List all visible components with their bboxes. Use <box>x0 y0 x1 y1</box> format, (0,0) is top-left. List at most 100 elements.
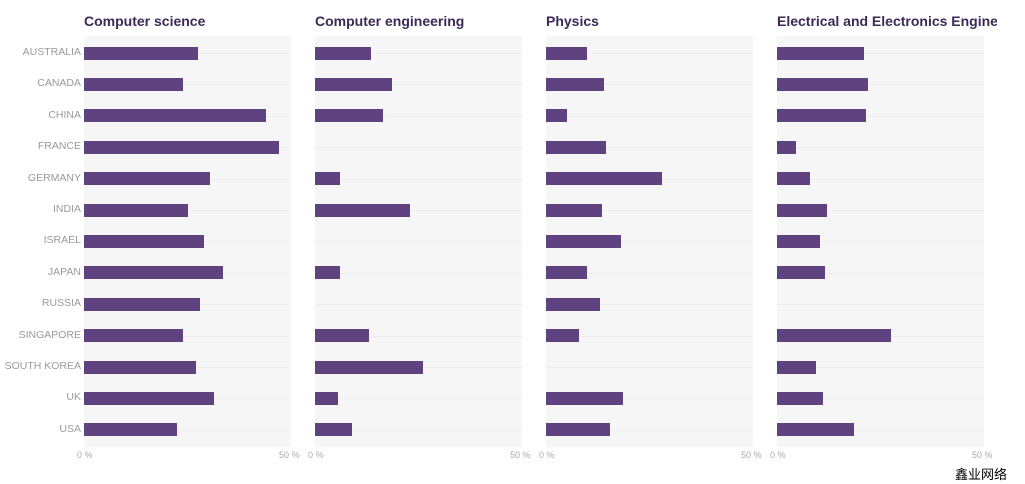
category-label: FRANCE <box>37 140 81 153</box>
gridline <box>546 115 753 117</box>
bar <box>546 391 623 405</box>
gridline <box>546 398 753 400</box>
bar <box>777 360 817 374</box>
bar <box>546 109 567 123</box>
gridline <box>315 84 522 86</box>
gridline <box>777 429 984 431</box>
gridline <box>546 272 753 274</box>
category-label: SOUTH KOREA <box>4 360 81 372</box>
panel-title: Computer engineering <box>315 13 465 29</box>
bar <box>315 423 353 437</box>
bar <box>546 266 588 280</box>
gridline <box>315 241 522 243</box>
gridline <box>315 210 522 211</box>
bar <box>546 203 602 217</box>
panel-title: Computer science <box>84 13 206 29</box>
bar <box>315 329 369 343</box>
category-label: UK <box>66 391 81 404</box>
bar <box>546 46 588 60</box>
x-tick-label: 50 % <box>279 450 300 460</box>
panel-background <box>315 36 522 447</box>
panel-title: Physics <box>546 13 599 29</box>
bar <box>546 234 621 248</box>
gridline <box>777 53 984 54</box>
category-label: CANADA <box>37 77 81 90</box>
bar <box>777 140 796 154</box>
category-label: USA <box>59 422 81 435</box>
bar <box>315 172 340 186</box>
gridline <box>777 147 984 149</box>
bar <box>546 423 611 437</box>
gridline <box>84 429 291 431</box>
bar <box>315 391 338 405</box>
bar <box>84 203 188 217</box>
gridline <box>315 304 522 306</box>
bar <box>546 172 662 186</box>
gridline <box>546 335 753 337</box>
gridline <box>777 367 984 368</box>
bar <box>315 46 371 60</box>
bar <box>84 266 223 280</box>
gridline <box>546 210 753 211</box>
gridline <box>315 178 522 180</box>
bar <box>315 360 423 374</box>
gridline <box>315 53 522 54</box>
bar <box>84 297 200 311</box>
gridline <box>546 241 753 243</box>
category-label: JAPAN <box>47 265 81 278</box>
gridline <box>315 272 522 274</box>
bar <box>84 77 184 91</box>
bar <box>84 46 198 60</box>
bar <box>84 329 184 343</box>
x-tick-label: 0 % <box>539 450 555 460</box>
bar <box>777 234 821 248</box>
watermark: 鑫业网络 <box>955 467 1008 482</box>
x-tick-label: 0 % <box>77 450 93 460</box>
bar <box>777 391 823 405</box>
category-label: RUSSIA <box>41 297 81 310</box>
bar <box>546 140 607 154</box>
gridline <box>546 304 753 306</box>
bar <box>777 172 811 186</box>
bar <box>84 109 267 123</box>
category-label: CHINA <box>48 108 81 121</box>
panel-background <box>777 36 984 447</box>
gridline <box>546 147 753 149</box>
gridline <box>315 429 522 431</box>
gridline <box>315 115 522 117</box>
bar <box>315 203 411 217</box>
category-label: AUSTRALIA <box>22 46 81 58</box>
bar <box>777 266 825 280</box>
bar <box>777 423 854 437</box>
gridline <box>777 178 984 180</box>
gridline <box>315 335 522 337</box>
x-tick-label: 50 % <box>741 450 762 460</box>
x-tick-label: 0 % <box>308 450 324 460</box>
bar <box>84 172 211 186</box>
panel-title: Electrical and Electronics Enginee <box>777 13 997 29</box>
bar <box>84 423 178 437</box>
gridline <box>777 398 984 400</box>
gridline <box>315 147 522 149</box>
gridline <box>777 241 984 243</box>
bar <box>84 360 196 374</box>
gridline <box>777 210 984 211</box>
bar <box>315 109 384 123</box>
gridline <box>777 84 984 86</box>
gridline <box>546 53 753 54</box>
x-tick-label: 50 % <box>510 450 531 460</box>
gridline <box>546 84 753 86</box>
bar <box>777 109 866 123</box>
category-label: ISRAEL <box>43 234 81 247</box>
panel-background <box>546 36 753 447</box>
bar <box>315 77 392 91</box>
gridline <box>546 429 753 431</box>
gridline <box>315 398 522 400</box>
gridline <box>777 304 984 306</box>
bar <box>546 297 600 311</box>
category-label: GERMANY <box>27 171 81 184</box>
bar <box>777 46 864 60</box>
bar <box>84 234 205 248</box>
gridline <box>84 210 291 211</box>
x-tick-label: 50 % <box>972 450 993 460</box>
